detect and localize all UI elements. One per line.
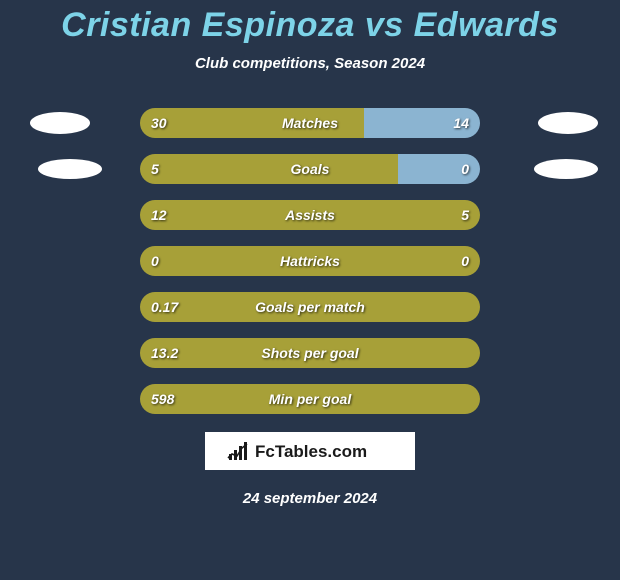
player-left-badge (38, 159, 102, 179)
player-right-badge (538, 112, 598, 134)
stat-label: Min per goal (140, 384, 480, 414)
player-left-badge (30, 112, 90, 134)
player-right-badge (534, 159, 598, 179)
page-subtitle: Club competitions, Season 2024 (0, 55, 620, 72)
stat-label: Hattricks (140, 246, 480, 276)
stat-row: 0.17Goals per match (0, 292, 620, 322)
brand-text: FcTables.com (255, 442, 367, 461)
stat-row: 13.2Shots per goal (0, 338, 620, 368)
comparison-chart: 3014Matches 50Goals 125Assists 00Hattricks 0… (0, 108, 620, 414)
stat-row: 598Min per goal (0, 384, 620, 414)
fctables-logo-icon: FcTables.com (225, 438, 395, 464)
stat-label: Assists (140, 200, 480, 230)
stat-label: Goals (140, 154, 480, 184)
stat-row: 3014Matches (0, 108, 620, 138)
stat-row: 50Goals (0, 154, 620, 184)
date-label: 24 september 2024 (0, 490, 620, 507)
stat-row: 125Assists (0, 200, 620, 230)
stat-label: Goals per match (140, 292, 480, 322)
brand-badge: FcTables.com (205, 432, 415, 470)
page-title: Cristian Espinoza vs Edwards (0, 0, 620, 45)
stat-label: Matches (140, 108, 480, 138)
stat-label: Shots per goal (140, 338, 480, 368)
stat-row: 00Hattricks (0, 246, 620, 276)
